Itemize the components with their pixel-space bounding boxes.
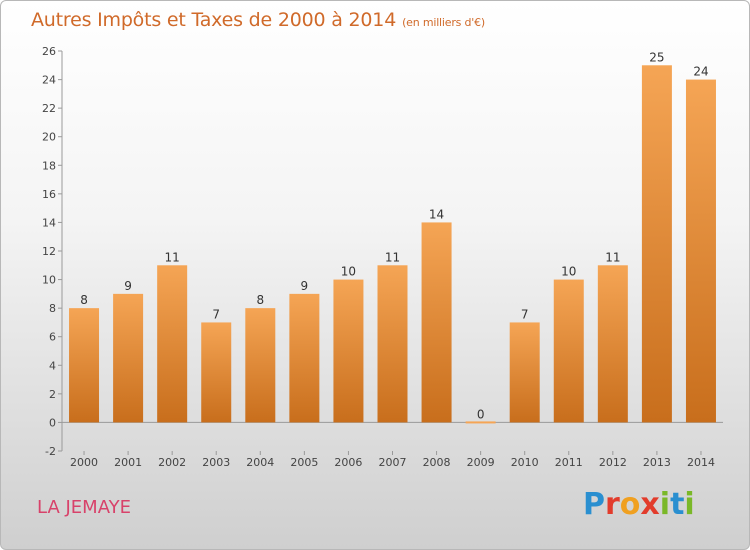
x-tick-label: 2008	[423, 456, 451, 469]
data-label: 11	[385, 250, 400, 264]
data-label: 24	[693, 65, 708, 79]
x-tick-label: 2013	[643, 456, 671, 469]
bar	[377, 265, 408, 423]
data-label: 0	[477, 407, 485, 421]
commune-name: LA JEMAYE	[37, 497, 131, 518]
y-tick-label: 10	[42, 274, 56, 287]
x-tick-label: 2012	[599, 456, 627, 469]
data-label: 10	[561, 265, 576, 279]
data-label: 8	[256, 293, 264, 307]
chart-unit: (en milliers d'€)	[402, 16, 485, 29]
y-tick-label: 26	[42, 45, 56, 58]
data-label: 7	[212, 307, 220, 321]
data-label: 9	[301, 279, 309, 293]
y-tick-label: 18	[42, 159, 56, 172]
y-tick-label: 12	[42, 245, 56, 258]
y-tick-label: -2	[45, 445, 56, 458]
x-tick-label: 2000	[70, 456, 98, 469]
logo-letter: r	[605, 487, 620, 522]
bar	[553, 279, 584, 423]
x-tick-label: 2006	[334, 456, 362, 469]
bar	[113, 293, 144, 423]
x-tick-label: 2001	[114, 456, 142, 469]
data-label: 9	[124, 279, 132, 293]
data-label: 8	[80, 293, 88, 307]
y-tick-label: 0	[49, 416, 56, 429]
chart-title: Autres Impôts et Taxes de 2000 à 2014 (en…	[31, 9, 485, 31]
logo-letter: i	[684, 487, 695, 522]
logo-letter: x	[640, 487, 660, 522]
y-tick-label: 22	[42, 102, 56, 115]
logo-letter: t	[670, 487, 685, 522]
x-tick-label: 2014	[687, 456, 715, 469]
data-label: 10	[341, 265, 356, 279]
y-tick-label: 20	[42, 131, 56, 144]
data-label: 25	[649, 50, 664, 64]
x-tick-label: 2003	[202, 456, 230, 469]
bar	[465, 421, 496, 424]
proxiti-logo: Proxiti	[583, 487, 695, 522]
bar	[157, 265, 188, 423]
x-tick-label: 2002	[158, 456, 186, 469]
x-tick-label: 2009	[467, 456, 495, 469]
bar	[201, 322, 232, 423]
y-tick-label: 2	[49, 388, 56, 401]
y-tick-label: 16	[42, 188, 56, 201]
chart-title-text: Autres Impôts et Taxes de 2000 à 2014	[31, 9, 397, 31]
data-label: 11	[165, 250, 180, 264]
data-label: 11	[605, 250, 620, 264]
y-tick-label: 8	[49, 302, 56, 315]
x-tick-label: 2010	[511, 456, 539, 469]
bar	[685, 79, 716, 423]
data-label: 14	[429, 207, 444, 221]
y-tick-label: 4	[49, 359, 56, 372]
bar	[69, 308, 100, 423]
x-tick-label: 2011	[555, 456, 583, 469]
x-tick-label: 2005	[290, 456, 318, 469]
data-label: 7	[521, 307, 529, 321]
y-tick-label: 24	[42, 74, 56, 87]
bar	[421, 222, 452, 423]
chart-labels: 8 2000 9 2001 11 2002 7 2003 8 2004 9 2005 10 2006 11 2…	[70, 50, 715, 469]
bar	[509, 322, 540, 423]
logo-letter: i	[659, 487, 671, 522]
bar	[245, 308, 276, 423]
y-tick-label: 14	[42, 216, 56, 229]
bar	[641, 65, 672, 423]
logo-letter: P	[583, 487, 605, 522]
bar	[289, 293, 320, 423]
x-tick-label: 2007	[379, 456, 407, 469]
logo-letter: o	[619, 487, 641, 522]
bar	[333, 279, 364, 423]
y-tick-label: 6	[49, 331, 56, 344]
x-tick-label: 2004	[246, 456, 274, 469]
chart-bars	[69, 65, 716, 424]
bar	[597, 265, 628, 423]
